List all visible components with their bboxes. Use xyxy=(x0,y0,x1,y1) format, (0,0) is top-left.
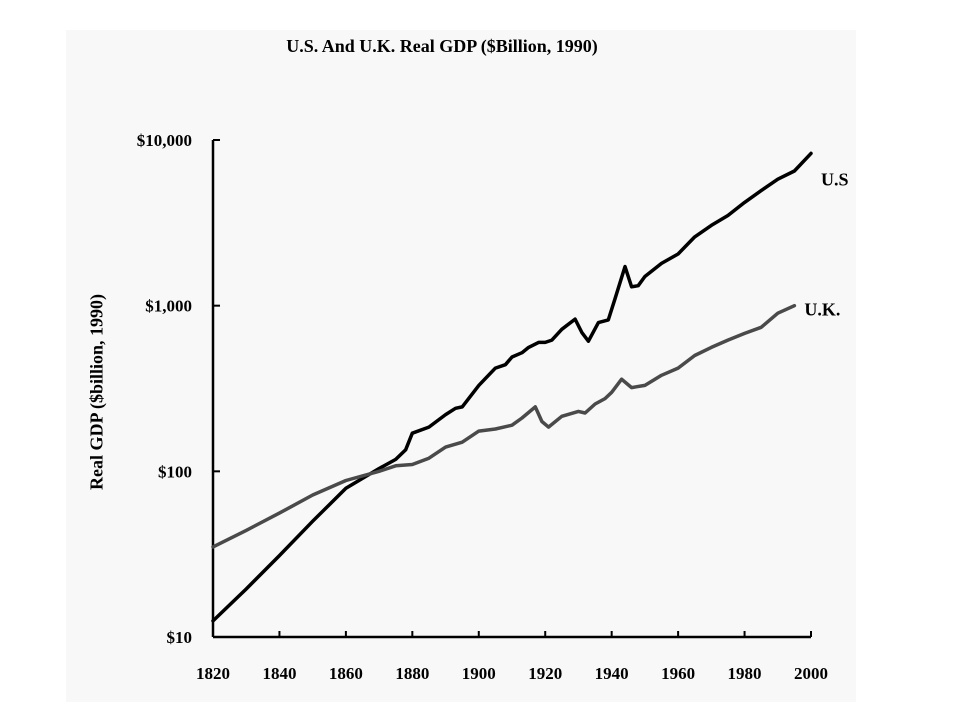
series-line-us xyxy=(211,151,813,623)
y-tick-label: $10 xyxy=(167,628,193,647)
x-tick-label: 1820 xyxy=(196,664,230,683)
x-tick-label: 1880 xyxy=(395,664,429,683)
series-label-uk: U.K. xyxy=(804,300,840,320)
x-axis-ticks: 1820 1840 1860 1880 1900 1920 1940 1960 1980 2000 xyxy=(196,631,828,683)
x-tick-label: 1840 xyxy=(262,664,296,683)
x-tick-label: 1860 xyxy=(329,664,363,683)
series-lines xyxy=(211,151,813,623)
series-line-uk xyxy=(211,303,797,549)
x-tick-label: 1920 xyxy=(528,664,562,683)
x-tick-label: 1900 xyxy=(462,664,496,683)
series-label-us: U.S xyxy=(821,169,849,189)
chart-panel xyxy=(66,30,856,702)
x-tick-label: 1980 xyxy=(728,664,762,683)
x-tick-label: 2000 xyxy=(794,664,828,683)
y-axis-ticks: $10 $100 $1,000 $10,000 xyxy=(137,131,220,647)
y-tick-label: $10,000 xyxy=(137,131,192,150)
x-tick-label: 1960 xyxy=(661,664,695,683)
chart-title: U.S. And U.K. Real GDP ($Billion, 1990) xyxy=(286,36,598,56)
y-tick-label: $100 xyxy=(158,462,192,481)
series-labels: U.S U.K. xyxy=(804,169,848,319)
x-tick-label: 1940 xyxy=(595,664,629,683)
y-tick-label: $1,000 xyxy=(145,297,192,316)
axes xyxy=(211,140,811,639)
